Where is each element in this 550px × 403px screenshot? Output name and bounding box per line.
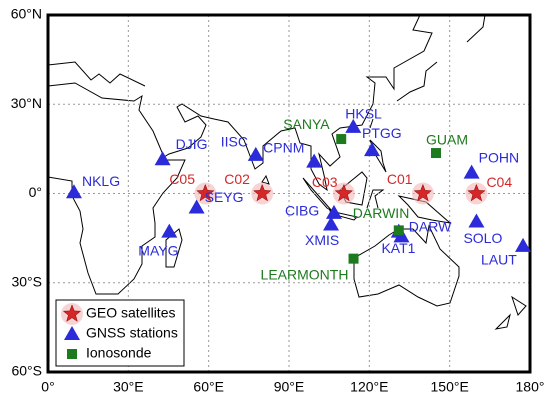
station-label: DJIG [176,136,208,152]
y-tick-label: 30°N [11,95,42,111]
station-label: CIBG [285,203,319,219]
star-marker [253,183,272,202]
station-label: C04 [486,174,512,190]
square-marker [348,253,359,264]
legend-label: Ionosonde [86,345,152,361]
triangle-marker [468,213,485,228]
x-tick-label: 60°E [193,379,224,395]
square-marker [336,134,347,145]
triangle-marker [364,142,381,157]
station-label: SEYG [205,189,244,205]
station-label: SOLO [463,230,502,246]
y-tick-label: 60°N [11,6,42,22]
square-marker [393,225,404,236]
triangle-marker [463,164,480,179]
station-label: C01 [387,171,413,187]
station-label: PTGG [362,125,402,141]
x-tick-label: 150°E [431,379,469,395]
station-label: CPNM [263,139,304,155]
triangle-marker [154,151,171,166]
triangle-marker [161,223,178,238]
triangle-marker [65,184,82,199]
y-tick-label: 60°S [11,363,42,379]
star-marker [467,183,486,202]
x-tick-label: 90°E [274,379,305,395]
map-frame [46,13,532,374]
legend-marker [62,304,82,322]
station-label: DARWIN [353,205,410,221]
legend-label: GNSS stations [86,325,178,341]
station-label: MAYG [138,242,178,258]
triangle-marker [345,118,362,133]
y-tick-label: 0° [29,184,42,200]
station-label: KAT1 [381,240,415,256]
station-label: SANYA [283,116,330,132]
station-label: C02 [224,171,250,187]
triangle-marker [515,237,532,252]
triangle-marker [247,146,264,161]
x-tick-label: 120°E [350,379,388,395]
star-marker [413,183,433,202]
station-label: GUAM [426,132,468,148]
star-marker [334,183,354,202]
station-label: XMIS [305,232,339,248]
star-marker [196,183,215,202]
station-label: HKSL [345,106,382,122]
station-label: LEARMONTH [261,266,349,282]
triangle-marker [325,204,342,219]
square-marker [431,148,442,159]
station-label: C05 [169,171,195,187]
station-label: NKLG [82,173,120,189]
legend-marker [64,326,80,340]
y-tick-label: 30°S [11,273,42,289]
legend-label: GEO satellites [86,305,175,321]
legend-marker [67,349,77,359]
x-tick-label: 180° [516,379,545,395]
x-tick-label: 30°E [113,379,144,395]
x-tick-label: 0° [41,379,54,395]
station-label: POHN [479,149,519,165]
station-label: IISC [221,134,248,150]
station-label: LAUT [481,252,517,268]
station-label: C03 [312,174,338,190]
triangle-marker [188,199,205,214]
triangle-marker [323,216,340,231]
station-label: DARW [409,218,452,234]
triangle-marker [306,153,323,168]
